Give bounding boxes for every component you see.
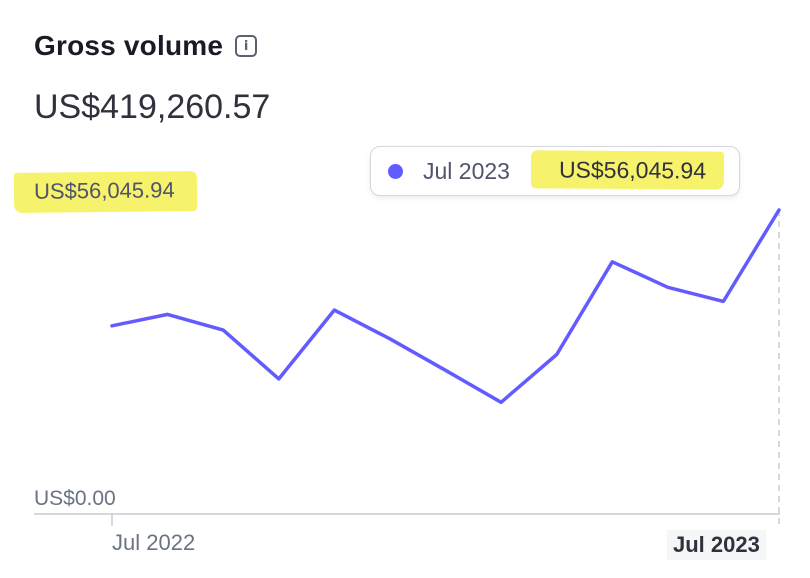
data-point-3[interactable] bbox=[220, 327, 226, 333]
x-tick-label-last: Jul 2023 bbox=[667, 530, 766, 560]
info-icon[interactable]: i bbox=[235, 35, 258, 57]
data-point-11[interactable] bbox=[665, 284, 671, 290]
data-point-13[interactable] bbox=[776, 207, 782, 213]
tooltip-series-dot bbox=[388, 163, 403, 179]
chart-header: Gross volume i bbox=[34, 30, 258, 62]
data-point-4[interactable] bbox=[276, 376, 282, 382]
chart-title: Gross volume bbox=[34, 30, 224, 61]
tooltip-value: US$56,045.94 bbox=[530, 150, 725, 190]
chart-tooltip: Jul 2023 US$56,045.94 bbox=[370, 146, 740, 196]
data-point-9[interactable] bbox=[554, 352, 560, 358]
data-point-2[interactable] bbox=[165, 311, 171, 317]
data-point-5[interactable] bbox=[331, 307, 337, 313]
total-volume: US$419,260.57 bbox=[34, 88, 271, 126]
series-line bbox=[110, 208, 781, 405]
data-point-1[interactable] bbox=[109, 323, 115, 329]
data-point-7[interactable] bbox=[443, 367, 449, 373]
x-tick-label-first: Jul 2022 bbox=[112, 530, 196, 555]
data-point-10[interactable] bbox=[609, 259, 615, 265]
data-point-6[interactable] bbox=[387, 336, 393, 342]
data-point-12[interactable] bbox=[720, 298, 726, 304]
y-axis-zero-label: US$0.00 bbox=[34, 487, 116, 510]
data-point-8[interactable] bbox=[498, 399, 504, 405]
tooltip-date: Jul 2023 bbox=[423, 157, 510, 184]
